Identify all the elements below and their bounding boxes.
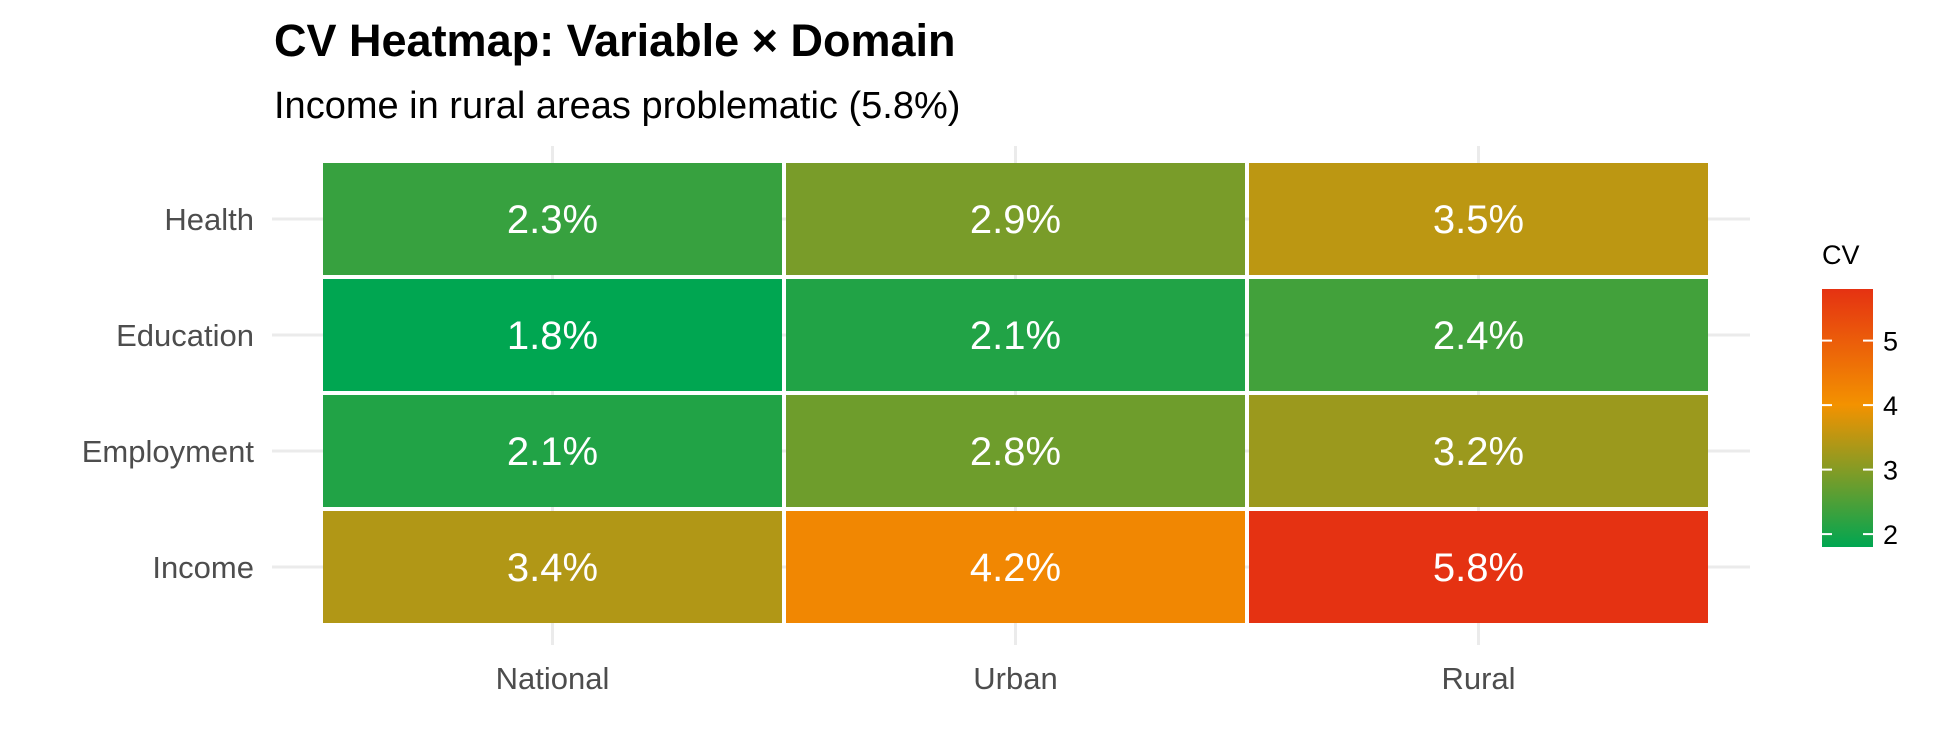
- heatmap-cell: [323, 511, 782, 623]
- cell-value-label: 2.9%: [970, 198, 1061, 242]
- y-tick-label: Income: [152, 550, 254, 585]
- x-tick-label: Urban: [973, 661, 1057, 696]
- cell-value-label: 2.4%: [1433, 314, 1524, 358]
- cell-value-label: 5.8%: [1433, 546, 1524, 590]
- y-axis: Health Education Employment Income: [82, 202, 255, 585]
- legend-tick-label: 3: [1883, 456, 1898, 486]
- cell-value-label: 3.4%: [507, 546, 598, 590]
- heatmap-cell: [1249, 395, 1708, 507]
- y-tick-label: Employment: [82, 434, 255, 469]
- chart-title: CV Heatmap: Variable × Domain: [274, 15, 955, 66]
- heatmap-cell: [786, 511, 1245, 623]
- cell-value-label: 2.1%: [507, 430, 598, 474]
- color-legend: CV 2 3 4 5: [1822, 240, 1898, 550]
- heatmap-cell: [786, 395, 1245, 507]
- heatmap-cell: [323, 395, 782, 507]
- x-tick-label: Rural: [1441, 661, 1515, 696]
- heatmap-cells: [323, 163, 1708, 623]
- legend-title: CV: [1822, 240, 1860, 270]
- heatmap-cell: [786, 163, 1245, 275]
- cell-value-label: 3.2%: [1433, 430, 1524, 474]
- chart-subtitle: Income in rural areas problematic (5.8%): [274, 85, 960, 127]
- heatmap-cell: [1249, 163, 1708, 275]
- x-tick-label: National: [496, 661, 610, 696]
- cell-value-label: 2.3%: [507, 198, 598, 242]
- cell-value-label: 2.8%: [970, 430, 1061, 474]
- heatmap-cell: [786, 279, 1245, 391]
- cell-value-label: 4.2%: [970, 546, 1061, 590]
- heatmap-cell: [323, 279, 782, 391]
- cell-value-label: 2.1%: [970, 314, 1061, 358]
- heatmap-cell: [323, 163, 782, 275]
- x-axis: National Urban Rural: [496, 661, 1516, 696]
- cell-value-labels: 2.3% 2.9% 3.5% 1.8% 2.1% 2.4% 2.1% 2.8% 3.2% 3.4%…: [507, 198, 1524, 590]
- cell-value-label: 3.5%: [1433, 198, 1524, 242]
- heatmap-cell: [1249, 511, 1708, 623]
- cell-value-label: 1.8%: [507, 314, 598, 358]
- legend-tick-label: 5: [1883, 327, 1898, 357]
- heatmap-cell: [1249, 279, 1708, 391]
- y-tick-label: Education: [116, 318, 254, 353]
- legend-tick-label: 4: [1883, 391, 1898, 421]
- y-tick-label: Health: [164, 202, 254, 237]
- legend-colorbar: [1822, 289, 1873, 547]
- legend-tick-label: 2: [1883, 520, 1898, 550]
